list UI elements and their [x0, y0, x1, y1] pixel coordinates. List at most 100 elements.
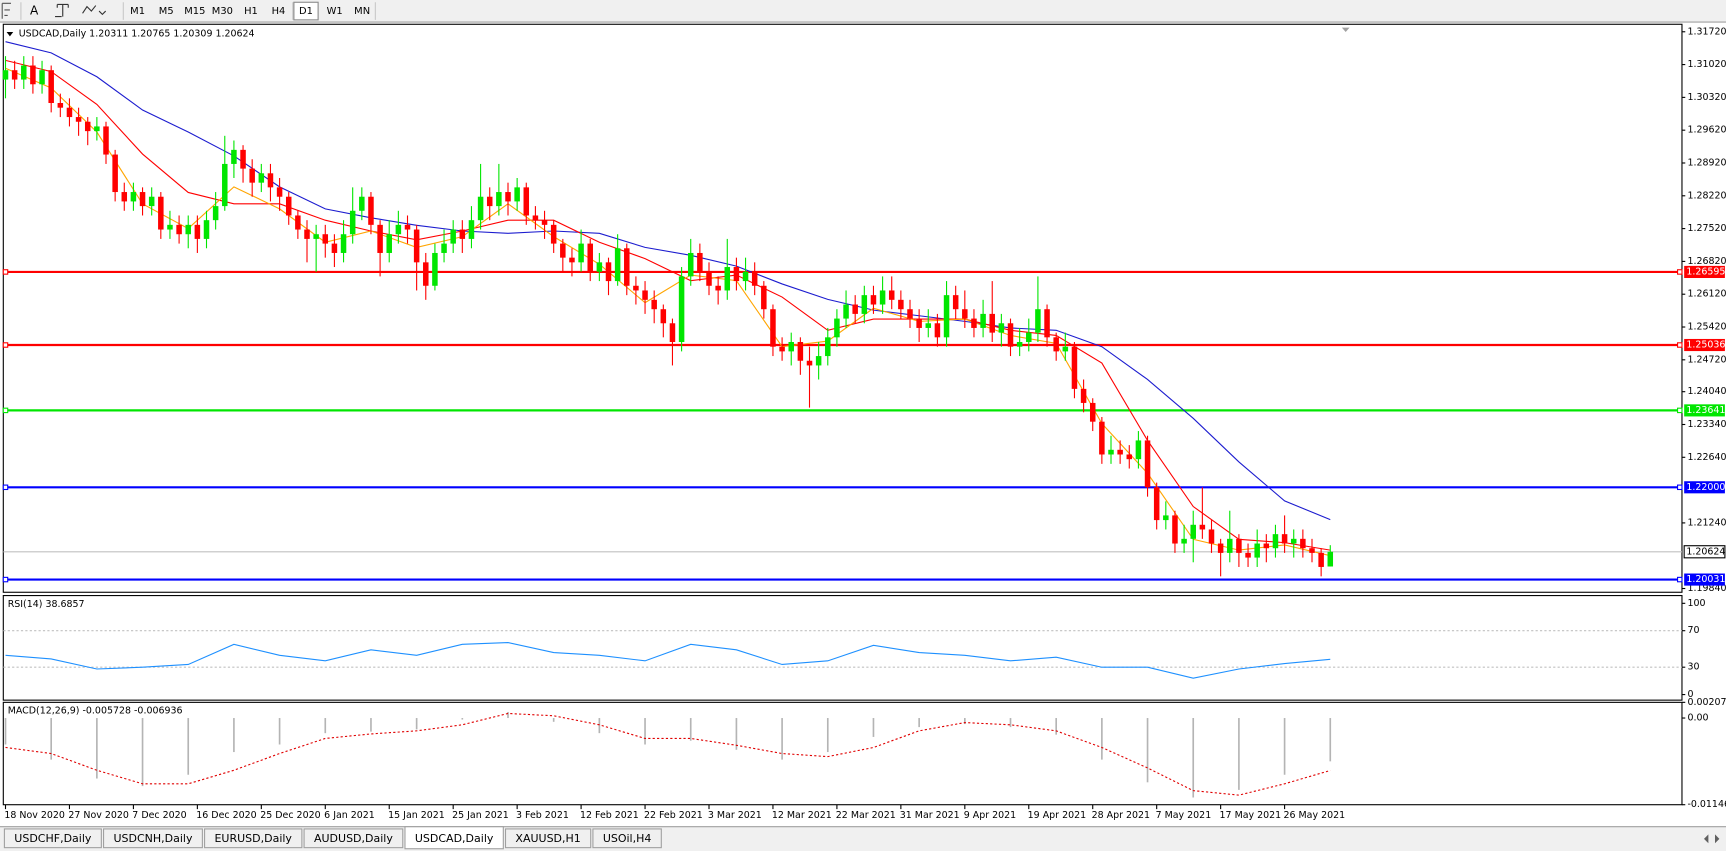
- level-label-bg: [1684, 338, 1725, 352]
- candle-body: [751, 271, 758, 286]
- timeframe-button[interactable]: M30: [212, 6, 233, 17]
- timeframe-button[interactable]: D1: [299, 6, 313, 17]
- candle-body: [578, 243, 584, 263]
- candle-body: [852, 304, 858, 314]
- candle-body: [349, 210, 356, 235]
- tab-bg[interactable]: [102, 828, 203, 849]
- indicator-line: [5, 642, 1331, 679]
- candle-body: [633, 285, 639, 291]
- level-handle: [1677, 269, 1683, 275]
- tab[interactable]: EURUSD,Daily: [204, 828, 303, 849]
- tab-label[interactable]: USDCAD,Daily: [415, 832, 494, 845]
- candle-body: [706, 271, 712, 286]
- candle-body: [258, 173, 265, 183]
- candle-body: [815, 356, 822, 366]
- candle-body: [450, 229, 456, 244]
- tab[interactable]: USDCAD,Daily: [404, 826, 504, 850]
- x-tick-label: 7 May 2021: [1156, 810, 1212, 821]
- timeframe-button[interactable]: H1: [244, 6, 258, 17]
- tab-scroll[interactable]: [1703, 834, 1720, 844]
- tab[interactable]: USOil,H4: [592, 828, 662, 849]
- y-tick-label: 1.21240: [1687, 517, 1726, 528]
- candle-body: [742, 271, 749, 282]
- candle-body: [560, 243, 566, 258]
- timeframe-active-bg: [293, 1, 319, 21]
- candle-body: [167, 224, 173, 230]
- candle-body: [2, 70, 9, 80]
- timeframe-button[interactable]: W1: [327, 6, 343, 17]
- candle-body: [1254, 543, 1260, 558]
- tab-bg[interactable]: [592, 828, 662, 849]
- candle-body: [596, 262, 603, 272]
- timeframe-button[interactable]: MN: [354, 6, 370, 17]
- candle-body: [1190, 524, 1196, 539]
- tab-bg[interactable]: [303, 828, 404, 849]
- tab-label[interactable]: AUDUSD,Daily: [314, 832, 393, 845]
- tab[interactable]: USDCHF,Daily: [3, 828, 102, 849]
- candle-body: [1144, 440, 1151, 488]
- candle-body: [57, 103, 64, 108]
- tab-label[interactable]: USDCNH,Daily: [113, 832, 193, 845]
- candle-body: [605, 262, 612, 282]
- tab-label[interactable]: USDCHF,Daily: [14, 832, 92, 845]
- x-tick-label: 15 Jan 2021: [388, 810, 445, 821]
- tab[interactable]: XAUUSD,H1: [504, 828, 592, 849]
- candle-body: [276, 187, 283, 197]
- candle-body: [48, 70, 54, 104]
- shift-marker: [1341, 27, 1350, 32]
- candle-body: [395, 224, 402, 235]
- tab[interactable]: USDCNH,Daily: [102, 828, 203, 849]
- timeframe-button[interactable]: M1: [130, 6, 145, 17]
- candle-body: [925, 323, 932, 328]
- level-label-bg: [1684, 481, 1725, 494]
- candle-body: [486, 196, 493, 207]
- x-tick-label: 3 Mar 2021: [708, 810, 762, 821]
- tab-bg[interactable]: [404, 826, 504, 850]
- candle-body: [724, 267, 731, 291]
- level-handle: [2, 269, 9, 275]
- candle-body: [368, 196, 374, 225]
- candle-body: [916, 318, 922, 328]
- candle-body: [1099, 421, 1105, 455]
- main-panel-frame: [2, 23, 1683, 593]
- chart-header: USDCAD,Daily 1.20311 1.20765 1.20309 1.2…: [19, 29, 255, 40]
- candle-body: [779, 346, 785, 352]
- tab-bg[interactable]: [504, 828, 592, 849]
- level-label: 1.20031: [1686, 574, 1725, 585]
- candle-body: [496, 192, 502, 207]
- tab[interactable]: AUDUSD,Daily: [303, 828, 404, 849]
- tab-label[interactable]: USOil,H4: [603, 832, 652, 845]
- tab-bg[interactable]: [204, 828, 303, 849]
- label-tool[interactable]: [55, 3, 69, 18]
- timeframe-button[interactable]: H4: [272, 6, 286, 17]
- candle-body: [176, 224, 182, 235]
- candle-body: [541, 220, 548, 225]
- candle-body: [1035, 309, 1041, 333]
- candle-body: [249, 168, 255, 183]
- timeframe-button[interactable]: M15: [184, 6, 205, 17]
- candle-body: [1272, 534, 1279, 549]
- text-tool[interactable]: A: [30, 4, 39, 18]
- candle-body: [1153, 487, 1160, 521]
- candle-body: [1135, 440, 1142, 460]
- tab-bg[interactable]: [3, 828, 102, 849]
- candle-body: [423, 262, 429, 286]
- timeframe-button[interactable]: M5: [159, 6, 174, 17]
- candle-body: [148, 196, 155, 207]
- y-tick-label: 1.26120: [1687, 289, 1726, 300]
- objects-tool[interactable]: [82, 5, 107, 16]
- current-price-label-bg: [1683, 545, 1726, 559]
- x-tick-label: 28 Apr 2021: [1092, 810, 1150, 821]
- candle-body: [806, 360, 813, 366]
- tab-label[interactable]: XAUUSD,H1: [515, 832, 580, 845]
- candle-body: [112, 154, 118, 193]
- x-tick-label: 16 Dec 2020: [196, 810, 256, 821]
- y-tick-label: 30: [1687, 662, 1699, 673]
- toolbar: A: [0, 0, 1726, 23]
- tab-label[interactable]: EURUSD,Daily: [214, 832, 292, 845]
- y-tick-label: 0: [1687, 689, 1693, 700]
- tool-icon[interactable]: [1, 2, 12, 19]
- y-tick-label: 1.19840: [1687, 583, 1726, 594]
